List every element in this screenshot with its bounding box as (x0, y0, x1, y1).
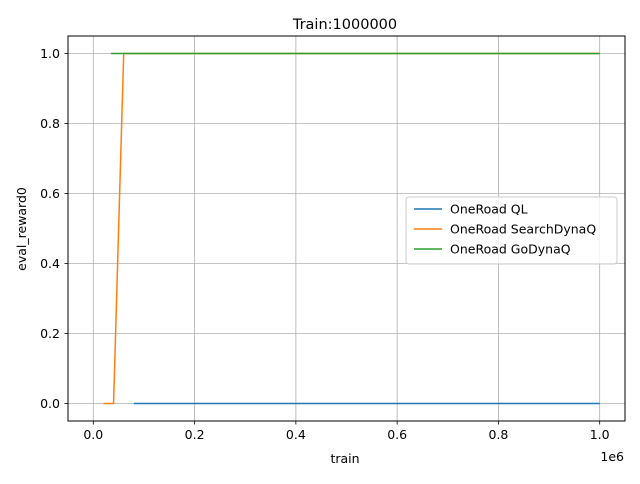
x-axis-label: train (330, 451, 359, 466)
y-tick-label: 0.4 (40, 256, 60, 271)
legend-box (405, 196, 618, 265)
y-tick-label: 0.8 (40, 116, 60, 131)
x-tick-label: 0.8 (488, 427, 508, 442)
x-axis-offset-label: 1e6 (600, 449, 624, 464)
y-tick-label: 0.2 (40, 326, 60, 341)
x-tick-label: 0.2 (185, 427, 205, 442)
x-tick-label: 0.6 (387, 427, 407, 442)
y-tick-label: 0.6 (40, 186, 60, 201)
y-axis-ticks: 0.0 0.2 0.4 0.6 0.8 1.0 (40, 46, 68, 411)
legend-label: OneRoad SearchDynaQ (450, 222, 596, 237)
y-axis-label: eval_reward0 (14, 187, 29, 271)
chart-title: Train:1000000 (292, 17, 397, 33)
x-axis-ticks: 0.0 0.2 0.4 0.6 0.8 1.0 (83, 421, 610, 442)
grid-lines (68, 36, 625, 421)
plot-area-frame (67, 35, 626, 422)
x-tick-label: 1.0 (590, 427, 610, 442)
legend-label: OneRoad QL (450, 202, 528, 217)
legend-label: OneRoad GoDynaQ (450, 242, 571, 257)
y-tick-label: 1.0 (40, 46, 60, 61)
y-tick-label: 0.0 (40, 396, 60, 411)
x-tick-label: 0.4 (286, 427, 306, 442)
x-tick-label: 0.0 (83, 427, 103, 442)
legend: OneRoad QL OneRoad SearchDynaQ OneRoad GoD… (405, 196, 618, 265)
series-lines (103, 52, 600, 405)
